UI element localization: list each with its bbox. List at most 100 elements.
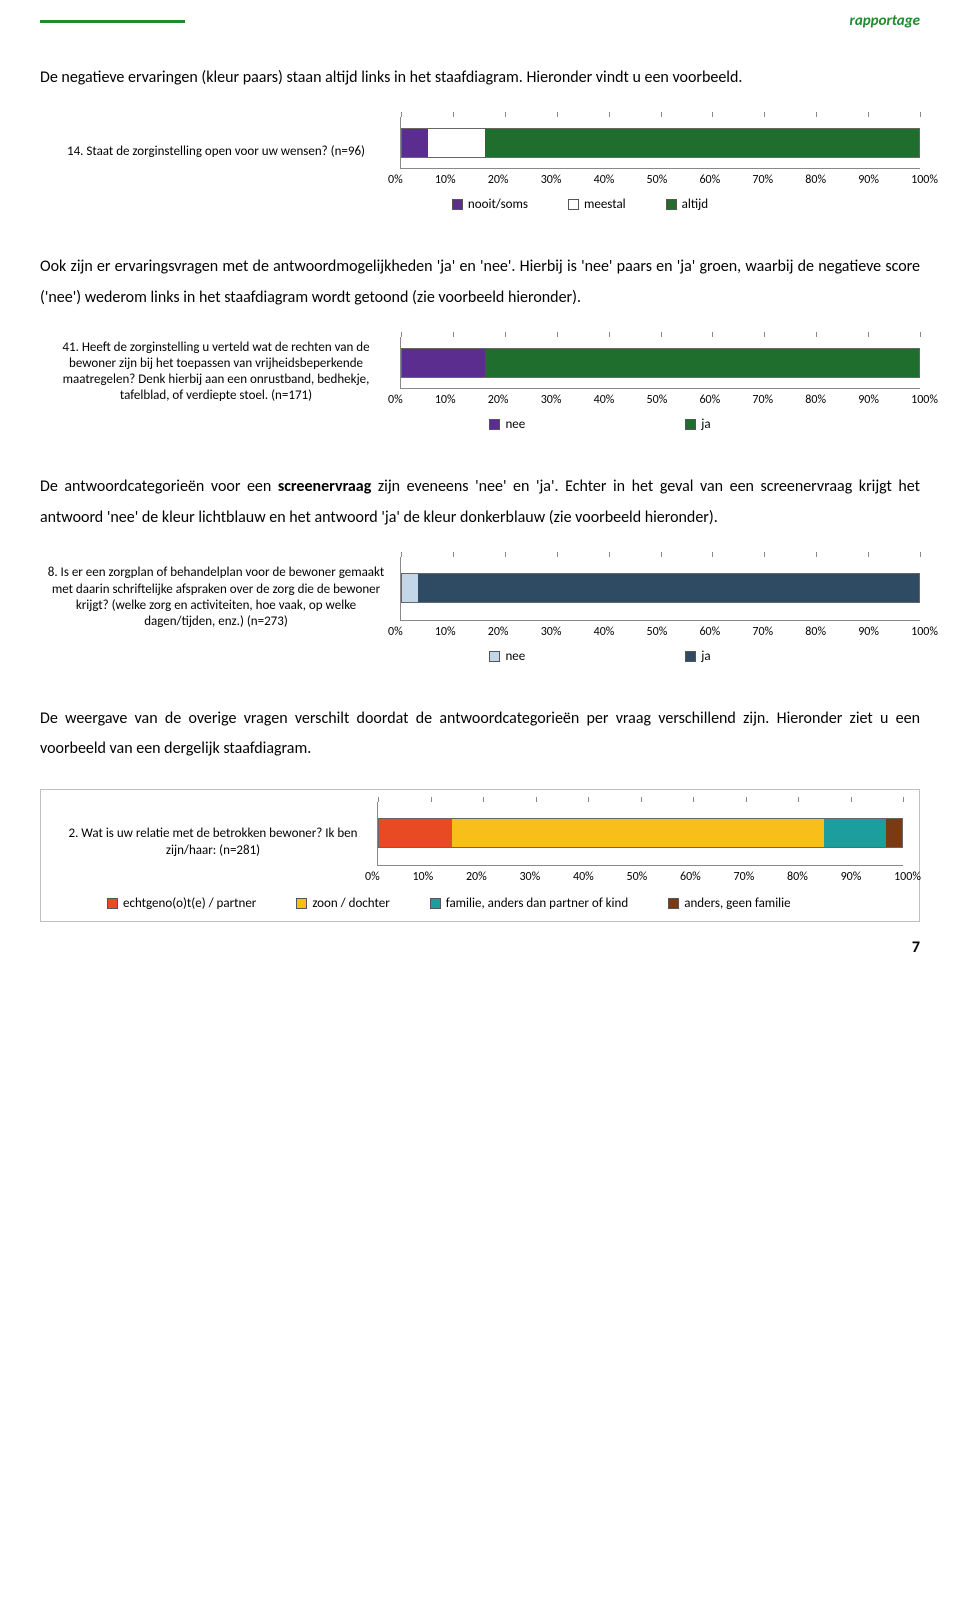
chart-3-plot <box>400 557 920 621</box>
chart-4-legend: echtgeno(o)t(e) / partner zoon / dochter f… <box>57 896 903 911</box>
xaxis-tick-label: 40% <box>594 625 615 639</box>
chart-2: 41. Heeft de zorginstelling u verteld wa… <box>40 337 920 432</box>
legend-item: nee <box>489 649 525 664</box>
xaxis-tick-label: 10% <box>435 393 456 407</box>
xaxis-tick-label: 60% <box>699 625 720 639</box>
chart-4-question: 2. Wat is uw relatie met de betrokken be… <box>57 826 377 859</box>
xaxis-tick-label: 100% <box>911 173 938 187</box>
legend-swatch <box>666 199 677 210</box>
xaxis-tick-label: 70% <box>752 393 773 407</box>
chart-1-question: 14. Staat de zorginstelling open voor uw… <box>40 144 400 160</box>
bar-segment <box>418 574 919 602</box>
chart-4-container: 2. Wat is uw relatie met de betrokken be… <box>40 789 920 922</box>
xaxis-tick-label: 60% <box>680 870 701 884</box>
xaxis-tick-label: 30% <box>519 870 540 884</box>
legend-label: echtgeno(o)t(e) / partner <box>123 896 256 911</box>
xaxis-tick-label: 20% <box>466 870 487 884</box>
legend-swatch <box>430 898 441 909</box>
header-tag: rapportage <box>850 12 920 30</box>
paragraph-4: De weergave van de overige vragen versch… <box>40 704 920 765</box>
legend-swatch <box>685 651 696 662</box>
xaxis-tick-label: 30% <box>541 625 562 639</box>
xaxis-tick-label: 50% <box>627 870 648 884</box>
legend-swatch <box>107 898 118 909</box>
legend-swatch <box>489 651 500 662</box>
intro-paragraph-1: De negatieve ervaringen (kleur paars) st… <box>40 63 920 93</box>
legend-item: meestal <box>568 197 626 212</box>
xaxis-tick-label: 20% <box>488 393 509 407</box>
xaxis-tick-label: 30% <box>541 173 562 187</box>
xaxis-tick-label: 10% <box>412 870 433 884</box>
header-rule <box>40 20 185 23</box>
legend-item: ja <box>685 649 710 664</box>
legend-item: echtgeno(o)t(e) / partner <box>107 896 256 911</box>
paragraph-3-bold: screenervraag <box>278 477 371 496</box>
legend-label: ja <box>701 649 710 664</box>
legend-item: nee <box>489 417 525 432</box>
paragraph-3: De antwoordcategorieën voor een screener… <box>40 472 920 533</box>
chart-1-xaxis: 0%10%20%30%40%50%60%70%80%90%100% <box>388 173 938 187</box>
legend-item: zoon / dochter <box>296 896 389 911</box>
paragraph-2: Ook zijn er ervaringsvragen met de antwo… <box>40 252 920 313</box>
xaxis-tick-label: 70% <box>734 870 755 884</box>
paragraph-2a: Ook zijn er ervaringsvragen met de antwo… <box>40 257 741 276</box>
legend-item: nooit/soms <box>452 197 528 212</box>
bar-segment <box>824 819 887 847</box>
legend-swatch <box>568 199 579 210</box>
xaxis-tick-label: 40% <box>573 870 594 884</box>
xaxis-tick-label: 90% <box>858 393 879 407</box>
legend-label: altijd <box>682 197 708 212</box>
xaxis-tick-label: 20% <box>488 173 509 187</box>
legend-label: zoon / dochter <box>312 896 389 911</box>
xaxis-tick-label: 10% <box>435 173 456 187</box>
xaxis-tick-label: 50% <box>647 625 668 639</box>
xaxis-tick-label: 0% <box>388 625 403 639</box>
xaxis-tick-label: 0% <box>388 173 403 187</box>
chart-2-xaxis: 0%10%20%30%40%50%60%70%80%90%100% <box>388 393 938 407</box>
legend-label: familie, anders dan partner of kind <box>446 896 628 911</box>
xaxis-tick-label: 100% <box>894 870 921 884</box>
chart-2-plot <box>400 337 920 389</box>
legend-item: anders, geen familie <box>668 896 790 911</box>
chart-2-question: 41. Heeft de zorginstelling u verteld wa… <box>40 340 400 405</box>
bar-segment <box>452 819 823 847</box>
paragraph-3d: voorbeeld hieronder). <box>575 508 718 527</box>
legend-swatch <box>296 898 307 909</box>
page-number: 7 <box>912 938 920 957</box>
legend-item: familie, anders dan partner of kind <box>430 896 628 911</box>
xaxis-tick-label: 40% <box>594 173 615 187</box>
paragraph-3a: De antwoordcategorieën voor een <box>40 477 278 496</box>
legend-label: ja <box>701 417 710 432</box>
xaxis-tick-label: 80% <box>805 393 826 407</box>
chart-4-xaxis: 0%10%20%30%40%50%60%70%80%90%100% <box>365 870 921 884</box>
legend-label: nee <box>505 417 525 432</box>
legend-swatch <box>685 419 696 430</box>
legend-label: nee <box>505 649 525 664</box>
chart-3: 8. Is er een zorgplan of behandelplan vo… <box>40 557 920 664</box>
xaxis-tick-label: 100% <box>911 393 938 407</box>
bar-segment <box>379 819 452 847</box>
xaxis-tick-label: 100% <box>911 625 938 639</box>
bar-segment <box>402 129 428 157</box>
bar-segment <box>485 349 919 377</box>
xaxis-tick-label: 80% <box>787 870 808 884</box>
chart-1-legend: nooit/soms meestal altijd <box>240 197 920 212</box>
xaxis-tick-label: 80% <box>805 625 826 639</box>
xaxis-tick-label: 50% <box>647 393 668 407</box>
legend-item: ja <box>685 417 710 432</box>
chart-3-xaxis: 0%10%20%30%40%50%60%70%80%90%100% <box>388 625 938 639</box>
legend-swatch <box>452 199 463 210</box>
chart-1-plot <box>400 117 920 169</box>
bar-segment <box>402 574 418 602</box>
xaxis-tick-label: 30% <box>541 393 562 407</box>
xaxis-tick-label: 40% <box>594 393 615 407</box>
bar-segment <box>886 819 902 847</box>
xaxis-tick-label: 0% <box>388 393 403 407</box>
xaxis-tick-label: 10% <box>435 625 456 639</box>
bar-segment <box>402 349 485 377</box>
chart-1: 14. Staat de zorginstelling open voor uw… <box>40 117 920 212</box>
paragraph-3b: zijn eveneens 'nee' en 'ja'. Echter in h… <box>371 477 754 496</box>
paragraph-4a: De weergave van de overige vragen versch… <box>40 709 769 728</box>
xaxis-tick-label: 90% <box>858 173 879 187</box>
legend-label: nooit/soms <box>468 197 528 212</box>
